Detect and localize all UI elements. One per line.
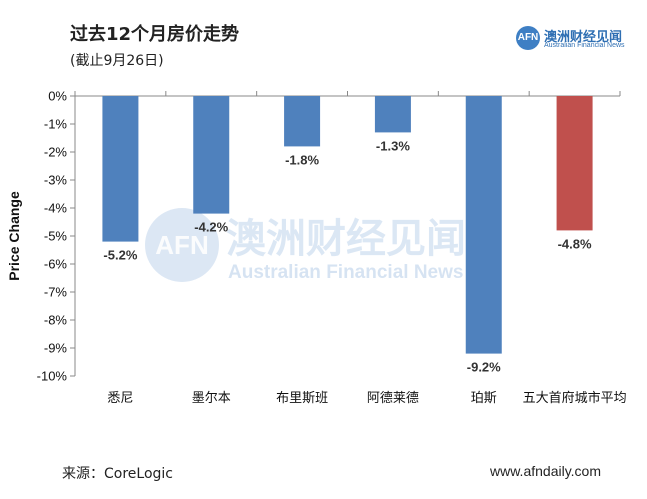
category-label: 布里斯班 <box>276 391 328 406</box>
chart-subtitle: (截止9月26日) <box>70 53 164 69</box>
afn-logo-badge: AFN <box>516 26 540 50</box>
chart-bars <box>102 96 593 354</box>
y-tick-label: -4% <box>44 201 68 216</box>
afn-logo-english-name: Australian Financial News <box>544 42 625 49</box>
source-note: 来源：CoreLogic <box>62 466 173 482</box>
y-tick-label: -7% <box>44 285 68 300</box>
bar <box>556 96 593 231</box>
watermark-badge <box>145 208 219 282</box>
category-label: 墨尔本 <box>192 391 231 406</box>
website-url: www.afndaily.com <box>490 463 602 479</box>
y-tick-label: -8% <box>44 313 68 328</box>
y-tick-label: -10% <box>37 369 68 384</box>
data-label: -5.2% <box>103 248 137 263</box>
y-tick-label: -2% <box>44 145 68 160</box>
y-tick-label: -5% <box>44 229 68 244</box>
watermark-chinese-name: 澳洲财经见闻 <box>226 216 466 262</box>
y-tick-label: 0% <box>48 89 67 104</box>
afn-logo: AFN 澳洲财经见闻 Australian Financial News <box>516 26 631 52</box>
chart-title: 过去12个月房价走势 <box>70 24 240 45</box>
y-tick-label: -9% <box>44 341 68 356</box>
y-tick-label: -1% <box>44 117 68 132</box>
data-label: -1.3% <box>376 138 410 153</box>
bar <box>102 96 139 242</box>
category-label: 阿德莱德 <box>367 391 419 406</box>
chart-labels: -5.2% 悉尼 -4.2% 墨尔本 -1.8% 布里斯班 -1.3% 阿德莱德 -9.2% 珀斯… <box>103 138 626 406</box>
y-tick-label: -3% <box>44 173 68 188</box>
watermark-badge-text: AFN <box>155 230 208 260</box>
data-label: -9.2% <box>467 360 501 375</box>
bar <box>374 96 411 133</box>
data-label: -4.2% <box>194 220 228 235</box>
y-tick-label: -6% <box>44 257 68 272</box>
watermark: AFN 澳洲财经见闻 Australian Financial News <box>145 208 466 283</box>
category-label: 珀斯 <box>471 391 497 406</box>
bar <box>193 96 230 214</box>
chart-axes: 0% -1% -2% -3% -4% -5% -6% -7% -8% -9% -10% <box>37 89 621 384</box>
watermark-english-name: Australian Financial News <box>228 262 463 283</box>
bar <box>284 96 321 147</box>
category-label: 悉尼 <box>107 391 133 406</box>
y-axis-label: Price Change <box>6 191 22 281</box>
afn-logo-chinese-name: 澳洲财经见闻 <box>544 30 623 45</box>
data-label: -4.8% <box>558 236 592 251</box>
data-label: -1.8% <box>285 152 319 167</box>
bar <box>465 96 502 354</box>
category-label: 五大首府城市平均 <box>523 390 627 406</box>
